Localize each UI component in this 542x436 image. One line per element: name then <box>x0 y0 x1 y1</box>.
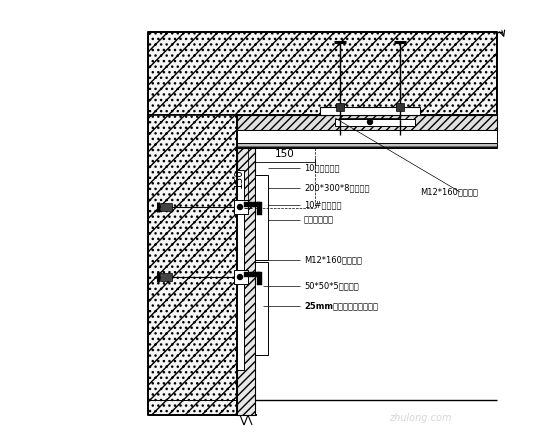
Bar <box>244 272 260 277</box>
Text: 150: 150 <box>234 168 244 188</box>
Bar <box>255 262 268 355</box>
Bar <box>257 272 262 285</box>
Bar <box>148 32 497 115</box>
Bar <box>237 115 497 130</box>
Text: M12*160化学锡沚: M12*160化学锡沚 <box>304 255 362 265</box>
Bar <box>335 119 415 126</box>
Text: zhulong.com: zhulong.com <box>389 413 451 423</box>
Text: 25mm厚天然石材面层海面: 25mm厚天然石材面层海面 <box>304 302 378 310</box>
Bar <box>396 103 404 111</box>
Bar <box>148 115 237 415</box>
Bar <box>255 175 268 260</box>
Text: 10号榜根植筋: 10号榜根植筋 <box>304 164 339 173</box>
Bar <box>160 273 172 281</box>
Circle shape <box>237 204 242 210</box>
Text: 不锈钉干挂件: 不锈钉干挂件 <box>304 215 334 225</box>
Bar <box>234 270 248 284</box>
Bar <box>160 203 172 211</box>
Bar <box>244 202 260 207</box>
Circle shape <box>367 119 372 125</box>
Bar <box>237 170 244 370</box>
Bar <box>234 200 248 214</box>
Text: 150: 150 <box>275 149 295 159</box>
Text: 200*300*8榜件横梁: 200*300*8榜件横梁 <box>304 184 370 193</box>
Bar <box>336 103 344 111</box>
Text: M12*160化学锡沚: M12*160化学锡沚 <box>420 187 478 197</box>
Bar <box>237 143 497 148</box>
Bar <box>320 107 420 115</box>
Text: 10#榜件连接: 10#榜件连接 <box>304 201 341 210</box>
Text: 50*50*5角钢角钢: 50*50*5角钢角钢 <box>304 282 359 290</box>
Circle shape <box>237 275 242 279</box>
Bar <box>237 148 255 415</box>
Bar <box>237 130 497 143</box>
Bar <box>257 202 262 215</box>
